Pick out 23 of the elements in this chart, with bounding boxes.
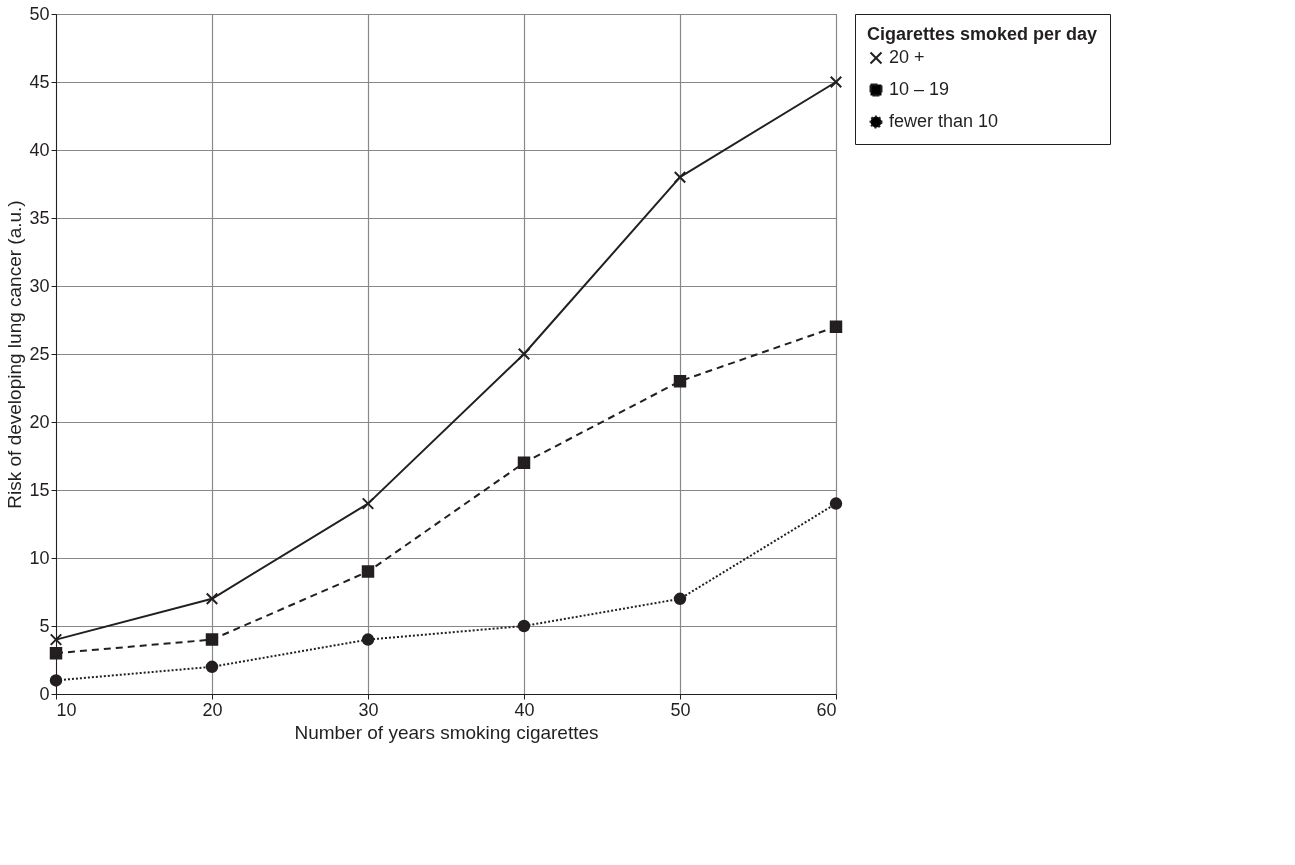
x-tick-label: 40 (514, 699, 535, 720)
y-tick-label: 40 (29, 139, 50, 160)
y-tick-label: 50 (29, 3, 50, 24)
legend-title: Cigarettes smoked per day (867, 24, 1098, 44)
y-axis-title: Risk of developing lung cancer (a.u.) (4, 200, 26, 509)
y-tick-label: 0 (39, 683, 50, 704)
y-tick-label: 10 (29, 547, 50, 568)
y-tick-label: 25 (29, 343, 50, 364)
y-tick-label: 15 (29, 479, 50, 500)
y-tick-label: 45 (29, 71, 50, 92)
legend-label: 10 – 19 (889, 79, 950, 99)
y-tick-label: 35 (29, 207, 50, 228)
legend-label: fewer than 10 (889, 111, 999, 131)
y-tick-label: 20 (29, 411, 50, 432)
x-tick-label: 50 (670, 699, 691, 720)
y-tick-label: 5 (39, 615, 50, 636)
y-tick-label: 30 (29, 275, 50, 296)
x-tick-label: 10 (56, 699, 77, 720)
x-axis-title: Number of years smoking cigarettes (294, 721, 599, 743)
x-tick-label: 60 (816, 699, 837, 720)
legend-label: 20 + (889, 47, 925, 67)
x-tick-label: 20 (202, 699, 223, 720)
x-tick-label: 30 (358, 699, 379, 720)
